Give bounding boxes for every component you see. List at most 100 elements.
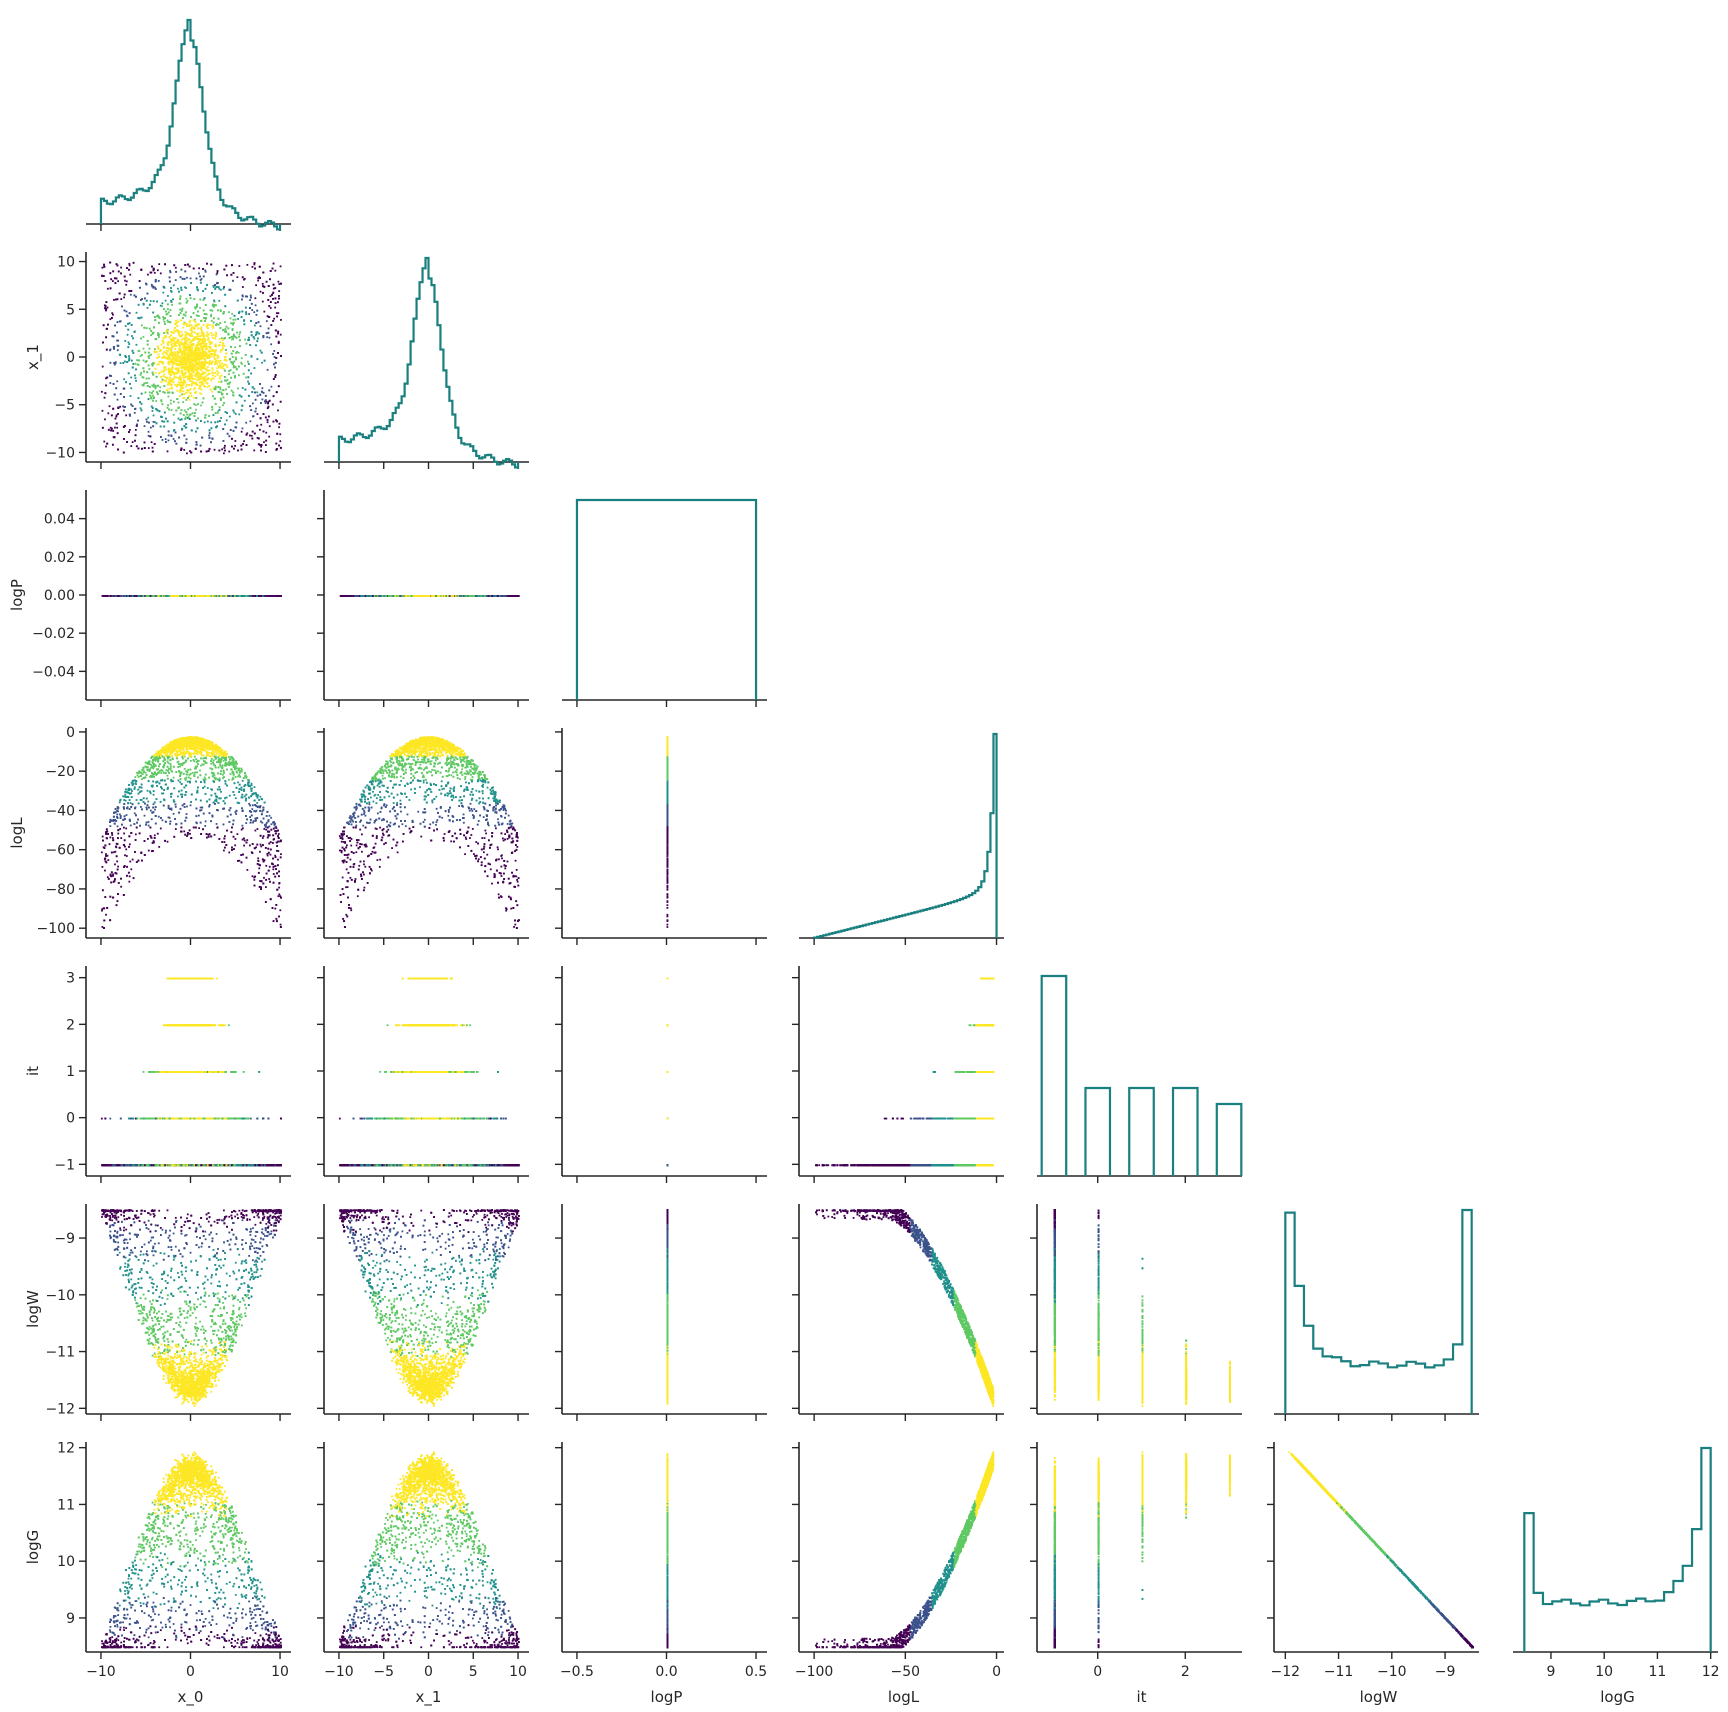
point <box>149 348 151 350</box>
point <box>195 404 197 406</box>
point <box>232 319 234 321</box>
point <box>265 432 267 434</box>
point <box>143 360 145 362</box>
point <box>239 334 241 336</box>
point <box>184 409 186 411</box>
point <box>175 267 177 269</box>
point <box>278 283 280 285</box>
point <box>262 301 264 303</box>
point <box>233 367 235 369</box>
point <box>254 325 256 327</box>
point <box>204 372 206 374</box>
point <box>149 394 151 396</box>
point <box>222 404 224 406</box>
point <box>277 312 279 314</box>
point <box>167 407 169 409</box>
point <box>220 351 222 353</box>
point <box>221 337 223 339</box>
point <box>244 339 246 341</box>
point <box>229 416 231 418</box>
point <box>221 448 223 450</box>
point <box>120 298 122 300</box>
point <box>207 421 209 423</box>
point <box>214 375 216 377</box>
point <box>255 304 257 306</box>
point <box>273 318 275 320</box>
point <box>189 380 191 382</box>
axes-1-0: −10−50510 <box>45 252 291 469</box>
point <box>220 310 222 312</box>
point <box>173 414 175 416</box>
point <box>230 322 232 324</box>
point <box>191 381 193 383</box>
point <box>110 349 112 351</box>
point <box>219 387 221 389</box>
point <box>132 363 134 365</box>
point <box>158 336 160 338</box>
point <box>154 272 156 274</box>
point <box>183 391 185 393</box>
point <box>216 370 218 372</box>
point <box>167 295 169 297</box>
point <box>140 407 142 409</box>
point <box>233 412 235 414</box>
point <box>222 313 224 315</box>
point <box>242 428 244 430</box>
point <box>245 422 247 424</box>
point <box>219 338 221 340</box>
point <box>124 280 126 282</box>
point <box>199 385 201 387</box>
point <box>134 412 136 414</box>
point <box>261 399 263 401</box>
point <box>269 337 271 339</box>
point <box>268 436 270 438</box>
point <box>207 386 209 388</box>
point <box>240 362 242 364</box>
point <box>208 334 210 336</box>
point <box>177 288 179 290</box>
point <box>180 331 182 333</box>
point <box>185 386 187 388</box>
point <box>170 399 172 401</box>
point <box>191 331 193 333</box>
point <box>107 288 109 290</box>
point <box>218 324 220 326</box>
point <box>172 365 174 367</box>
point <box>270 307 272 309</box>
point <box>199 307 201 309</box>
point <box>173 438 175 440</box>
point <box>163 351 165 353</box>
point <box>273 350 275 352</box>
point <box>260 325 262 327</box>
point <box>255 408 257 410</box>
point <box>260 424 262 426</box>
point <box>122 405 124 407</box>
point <box>105 446 107 448</box>
point <box>244 278 246 280</box>
point <box>173 284 175 286</box>
point <box>242 286 244 288</box>
point <box>238 265 240 267</box>
point <box>250 295 252 297</box>
point <box>172 298 174 300</box>
point <box>101 391 103 393</box>
point <box>125 414 127 416</box>
point <box>211 320 213 322</box>
point <box>212 369 214 371</box>
point <box>211 391 213 393</box>
point <box>126 311 128 313</box>
point <box>162 353 164 355</box>
point <box>158 280 160 282</box>
point <box>206 334 208 336</box>
point <box>109 382 111 384</box>
point <box>152 390 154 392</box>
point <box>145 382 147 384</box>
point <box>214 372 216 374</box>
point <box>234 440 236 442</box>
point <box>183 449 185 451</box>
point <box>150 427 152 429</box>
point <box>246 264 248 266</box>
point <box>128 263 130 265</box>
point <box>226 419 228 421</box>
point <box>249 420 251 422</box>
